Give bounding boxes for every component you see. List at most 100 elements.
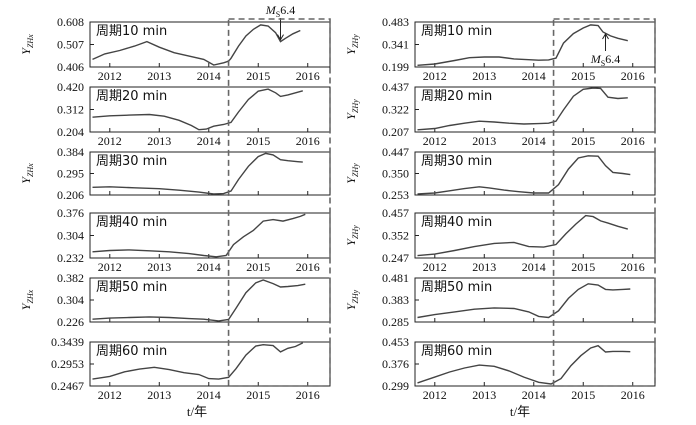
x-tick-label: 2012 — [98, 69, 122, 83]
period-label: 周期30 min — [96, 154, 167, 169]
x-tick-label: 2015 — [571, 260, 595, 274]
y-tick-label: 0.420 — [57, 80, 84, 94]
x-tick-label: 2016 — [296, 388, 320, 402]
x-tick-label: 2012 — [423, 388, 447, 402]
x-tick-label: 2016 — [296, 69, 320, 83]
y-axis-label: YZHx — [19, 34, 35, 55]
panel-right-4: 0.457 0.352 0.247 2012 2013 2014 2015 2016 周期40 … — [344, 206, 656, 274]
series-line — [92, 279, 306, 322]
panel-right-3: 0.447 0.350 0.253 周期30 min YZHy — [344, 145, 656, 202]
y-tick-label: 0.304 — [57, 293, 84, 307]
x-tick-label: 2016 — [621, 388, 645, 402]
period-label: 周期50 min — [421, 280, 492, 295]
y-axis-label: YZHx — [19, 289, 35, 310]
x-tick-label: 2012 — [98, 260, 122, 274]
panel-right-5: 0.481 0.383 0.285 周期50 min YZHy — [344, 271, 656, 329]
y-axis-label: YZHy — [344, 225, 360, 246]
panel-left-1: 0.608 0.507 0.406 2012 2013 2014 2015 2016 周期10 … — [19, 3, 331, 83]
panels-group: 0.608 0.507 0.406 2012 2013 2014 2015 2016 周期10 … — [19, 3, 656, 402]
period-label: 周期30 min — [421, 154, 492, 169]
y-tick-label: 0.199 — [382, 60, 409, 74]
panel-left-4: 0.376 0.304 0.232 2012 2013 2014 2015 2016 周期40 … — [57, 206, 331, 274]
y-tick-label: 0.453 — [382, 335, 409, 349]
series-line — [92, 342, 304, 380]
panel-left-6: 0.3439 0.2953 0.2467 2012 2013 2014 2015 2016 周期… — [51, 335, 331, 402]
x-tick-label: 2016 — [621, 134, 645, 148]
y-axis-label: YZHy — [344, 163, 360, 184]
y-tick-label: 0.608 — [57, 15, 84, 29]
y-tick-label: 0.447 — [382, 145, 409, 159]
annotation-arrowhead — [602, 33, 609, 40]
x-tick-label: 2014 — [522, 388, 546, 402]
x-tick-label: 2013 — [472, 134, 496, 148]
x-tick-label: 2012 — [98, 388, 122, 402]
y-tick-label: 0.2953 — [51, 357, 84, 371]
earthquake-annotation: MS6.4 — [590, 52, 620, 68]
y-tick-label: 0.299 — [382, 379, 409, 393]
x-tick-label: 2016 — [621, 69, 645, 83]
x-tick-label: 2012 — [423, 69, 447, 83]
x-tick-label: 2014 — [197, 388, 221, 402]
x-tick-label: 2015 — [246, 260, 270, 274]
x-tick-label: 2014 — [197, 69, 221, 83]
x-tick-label: 2015 — [571, 388, 595, 402]
x-tick-label: 2013 — [472, 260, 496, 274]
y-tick-label: 0.312 — [57, 103, 84, 117]
y-tick-label: 0.247 — [382, 251, 409, 265]
x-tick-label: 2014 — [522, 260, 546, 274]
y-tick-label: 0.350 — [382, 167, 409, 181]
highlight-box-left — [227, 18, 331, 387]
y-axis-label: YZHy — [344, 99, 360, 120]
earthquake-annotation: MS6.4 — [265, 3, 295, 19]
y-tick-label: 0.341 — [382, 38, 409, 52]
y-tick-label: 0.406 — [57, 60, 84, 74]
highlight-box-right — [552, 18, 656, 387]
y-tick-label: 0.483 — [382, 15, 409, 29]
panel-right-1: 0.483 0.341 0.199 2012 2013 2014 2015 2016 周期10 … — [344, 15, 656, 83]
x-tick-label: 2013 — [147, 388, 171, 402]
period-label: 周期50 min — [96, 280, 167, 295]
x-axis-title-left: t/年 — [187, 404, 207, 419]
y-axis-label: YZHx — [19, 163, 35, 184]
x-tick-label: 2015 — [571, 69, 595, 83]
y-tick-label: 0.226 — [57, 315, 84, 329]
y-tick-label: 0.295 — [57, 167, 84, 181]
y-tick-label: 0.285 — [382, 315, 409, 329]
period-label: 周期10 min — [96, 24, 167, 39]
x-tick-label: 2014 — [197, 260, 221, 274]
y-tick-label: 0.322 — [382, 103, 409, 117]
period-label: 周期40 min — [96, 215, 167, 230]
period-label: 周期20 min — [96, 89, 167, 104]
y-axis-label: YZHy — [344, 289, 360, 310]
y-tick-label: 0.3439 — [51, 335, 84, 349]
x-tick-label: 2016 — [296, 134, 320, 148]
series-line — [92, 213, 306, 258]
highlight-boxes — [227, 18, 656, 387]
x-tick-label: 2012 — [423, 260, 447, 274]
panel-right-2: 0.437 0.322 0.207 2012 2013 2014 2015 2016 周期20 … — [344, 80, 656, 148]
y-tick-label: 0.457 — [382, 206, 409, 220]
panel-left-2: 0.420 0.312 0.204 2012 2013 2014 2015 2016 周期20 … — [57, 80, 331, 148]
y-tick-label: 0.352 — [382, 229, 409, 243]
x-tick-label: 2013 — [472, 69, 496, 83]
y-tick-label: 0.376 — [57, 206, 84, 220]
x-tick-label: 2014 — [522, 69, 546, 83]
period-label: 周期20 min — [421, 89, 492, 104]
y-tick-label: 0.437 — [382, 80, 409, 94]
period-label: 周期40 min — [421, 215, 492, 230]
y-tick-label: 0.304 — [57, 229, 84, 243]
series-line — [92, 152, 303, 195]
y-tick-label: 0.232 — [57, 251, 84, 265]
y-tick-label: 0.206 — [57, 188, 84, 202]
x-tick-label: 2016 — [296, 260, 320, 274]
period-label: 周期10 min — [421, 24, 492, 39]
x-tick-label: 2013 — [147, 260, 171, 274]
y-tick-label: 0.376 — [382, 357, 409, 371]
y-tick-label: 0.204 — [57, 125, 84, 139]
y-tick-label: 0.2467 — [51, 379, 84, 393]
period-label: 周期60 min — [421, 344, 492, 359]
x-tick-label: 2015 — [246, 388, 270, 402]
y-tick-label: 0.383 — [382, 293, 409, 307]
x-tick-label: 2015 — [571, 134, 595, 148]
